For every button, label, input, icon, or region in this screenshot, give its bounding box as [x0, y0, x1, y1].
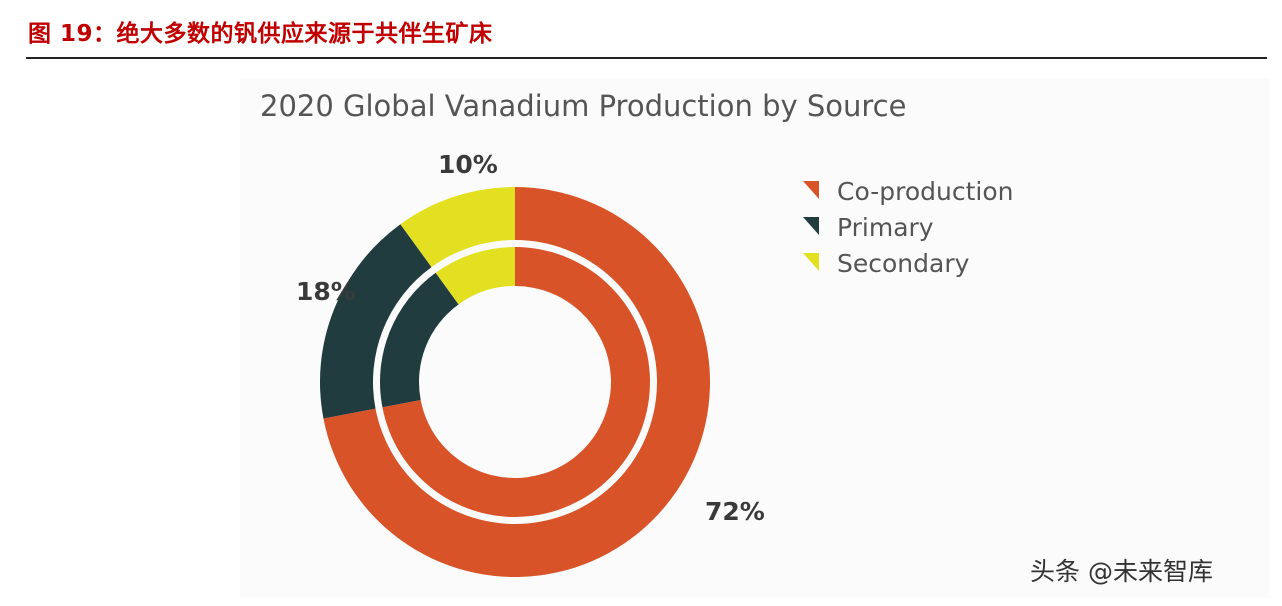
outer-slice-secondary: [400, 187, 515, 268]
legend-label-primary: Primary: [837, 212, 934, 242]
legend-marker-primary: [803, 217, 819, 235]
outer-slice-primary: [320, 224, 432, 419]
inner-slice-secondary: [435, 247, 515, 305]
chart-legend: Co-production Primary Secondary: [803, 173, 1013, 281]
legend-marker-secondary: [803, 253, 819, 271]
legend-marker-co-production: [803, 181, 819, 199]
data-label-co-production: 72%: [705, 497, 765, 526]
figure-header: 图 19：绝大多数的钒供应来源于共伴生矿床: [28, 21, 493, 47]
watermark: 头条 @未来智库: [1030, 557, 1213, 586]
data-label-primary: 18%: [296, 277, 356, 306]
legend-label-co-production: Co-production: [837, 176, 1014, 206]
legend-item-primary: Primary: [803, 209, 1013, 245]
data-label-secondary: 10%: [438, 150, 498, 179]
inner-slice-primary: [380, 272, 459, 408]
legend-item-secondary: Secondary: [803, 245, 1013, 281]
legend-item-co-production: Co-production: [803, 173, 1013, 209]
header-divider: [26, 57, 1267, 59]
chart-title: 2020 Global Vanadium Production by Sourc…: [260, 89, 907, 123]
legend-label-secondary: Secondary: [837, 248, 970, 278]
